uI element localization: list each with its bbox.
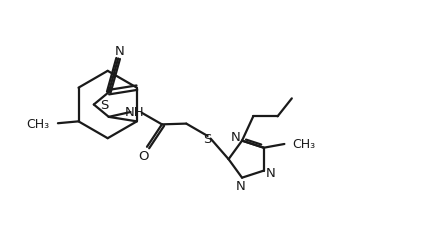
Text: N: N (114, 45, 124, 57)
Text: N: N (231, 130, 241, 143)
Text: S: S (203, 133, 211, 145)
Text: N: N (235, 179, 245, 192)
Text: N: N (266, 166, 275, 179)
Text: O: O (139, 149, 149, 162)
Text: S: S (101, 99, 109, 112)
Text: NH: NH (125, 105, 145, 118)
Text: CH₃: CH₃ (293, 138, 316, 151)
Text: CH₃: CH₃ (26, 117, 50, 130)
